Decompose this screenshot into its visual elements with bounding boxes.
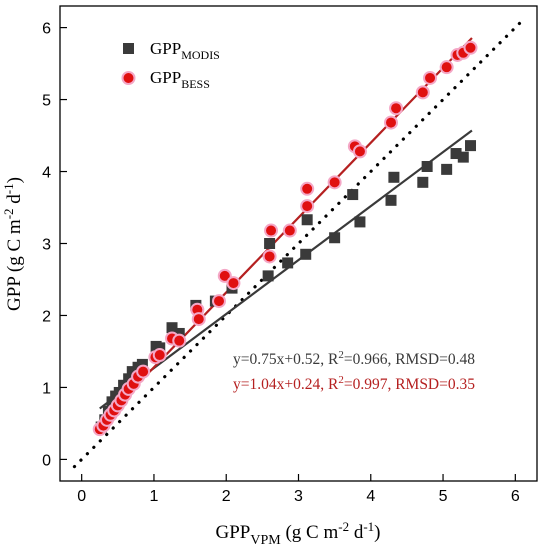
point-GPPBESS-28 xyxy=(352,144,367,159)
y-axis-label-sup2: -1 xyxy=(1,183,16,194)
point-GPPBESS-24 xyxy=(300,199,315,214)
axis-ticks xyxy=(60,26,516,481)
legend-marker-bess xyxy=(121,71,136,85)
x-axis-label-end: ) xyxy=(374,522,380,543)
legend-label-modis: GPPMODIS xyxy=(150,39,220,62)
point-GPPBESS-31 xyxy=(415,85,430,100)
y-tick-label-2: 2 xyxy=(42,308,51,325)
point-GPPMODIS-21 xyxy=(300,248,312,260)
point-GPPMODIS-26 xyxy=(385,194,397,206)
x-tick-label-6: 6 xyxy=(511,488,520,505)
point-GPPBESS-32 xyxy=(423,70,438,85)
point-GPPMODIS-30 xyxy=(441,163,453,175)
y-axis-label: GPP (g C m-2 d-1) xyxy=(1,177,25,311)
y-axis-label-end: ) xyxy=(4,177,25,183)
y-tick-label-5: 5 xyxy=(42,93,51,110)
x-axis-label-sub: VPM xyxy=(250,533,281,548)
point-GPPBESS-11 xyxy=(136,364,151,379)
point-GPPBESS-15 xyxy=(172,333,187,348)
point-GPPBESS-13 xyxy=(152,348,167,363)
x-tick-label-5: 5 xyxy=(439,488,448,505)
x-tick-label-0: 0 xyxy=(77,488,86,505)
legend: GPPMODIS GPPBESS xyxy=(121,39,220,91)
point-GPPMODIS-23 xyxy=(329,232,341,244)
y-tick-label-4: 4 xyxy=(42,165,51,182)
reference-line-group xyxy=(72,18,525,469)
data-points xyxy=(92,40,478,437)
legend-marker-modis xyxy=(123,43,134,54)
point-GPPMODIS-20 xyxy=(282,257,294,269)
y-axis-label-sup1: -2 xyxy=(1,208,16,219)
point-GPPMODIS-22 xyxy=(301,214,313,226)
x-axis-label-mid: d xyxy=(349,522,364,543)
point-GPPMODIS-10 xyxy=(136,358,148,370)
x-axis-label: GPPVPM (g C m-2 d-1) xyxy=(215,519,380,548)
x-axis-label-units: (g C m xyxy=(281,522,339,543)
y-tick-label-3: 3 xyxy=(42,237,51,254)
point-GPPMODIS-29 xyxy=(421,160,433,172)
point-GPPMODIS-28 xyxy=(417,176,429,188)
point-GPPBESS-25 xyxy=(300,181,315,196)
point-GPPMODIS-14 xyxy=(173,327,185,339)
x-axis-label-sup2: -1 xyxy=(363,519,374,534)
x-tick-label-4: 4 xyxy=(366,488,375,505)
point-GPPBESS-19 xyxy=(217,268,232,283)
x-axis-label-main: GPP xyxy=(215,522,250,543)
x-tick-label-1: 1 xyxy=(150,488,159,505)
point-GPPBESS-22 xyxy=(264,223,279,238)
point-GPPMODIS-32 xyxy=(457,151,469,163)
equation-bess: y=1.04x+0.24, R2=0.997, RMSD=0.35 xyxy=(233,374,475,393)
one-to-one-line xyxy=(72,18,525,469)
point-GPPBESS-17 xyxy=(191,312,206,327)
point-GPPBESS-36 xyxy=(463,40,478,55)
point-GPPMODIS-7 xyxy=(123,373,135,385)
point-GPPMODIS-8 xyxy=(126,366,138,378)
point-GPPBESS-18 xyxy=(212,294,226,309)
point-GPPMODIS-27 xyxy=(388,171,400,183)
point-GPPBESS-21 xyxy=(262,249,277,264)
y-tick-label-1: 1 xyxy=(42,380,51,397)
legend-label-bess: GPPBESS xyxy=(150,68,210,91)
x-tick-label-2: 2 xyxy=(222,488,231,505)
x-axis-label-sup1: -2 xyxy=(338,519,349,534)
point-GPPBESS-29 xyxy=(384,115,399,130)
fit-line-GPPMODIS xyxy=(99,129,473,410)
point-GPPMODIS-18 xyxy=(262,270,274,282)
y-axis-label-mid: d xyxy=(4,194,25,209)
point-GPPBESS-20 xyxy=(226,276,241,291)
y-axis-label-main: GPP (g C m xyxy=(4,219,25,311)
point-GPPBESS-26 xyxy=(327,175,342,190)
point-GPPBESS-33 xyxy=(439,60,454,75)
point-GPPBESS-30 xyxy=(389,101,404,116)
point-GPPMODIS-31 xyxy=(450,148,462,160)
equation-modis: y=0.75x+0.52, R2=0.966, RMSD=0.48 xyxy=(233,349,475,368)
point-GPPMODIS-24 xyxy=(347,189,359,201)
point-GPPBESS-23 xyxy=(282,223,297,238)
point-GPPMODIS-25 xyxy=(354,216,366,228)
tick-labels: 0 1 2 3 4 5 6 0 1 2 3 4 5 6 xyxy=(42,21,520,505)
y-tick-label-6: 6 xyxy=(42,21,51,38)
point-GPPMODIS-33 xyxy=(465,140,477,152)
point-GPPMODIS-19 xyxy=(264,238,276,249)
point-GPPMODIS-12 xyxy=(154,342,166,354)
point-GPPMODIS-13 xyxy=(166,322,178,334)
y-tick-label-0: 0 xyxy=(42,452,51,469)
x-tick-label-3: 3 xyxy=(294,488,303,505)
